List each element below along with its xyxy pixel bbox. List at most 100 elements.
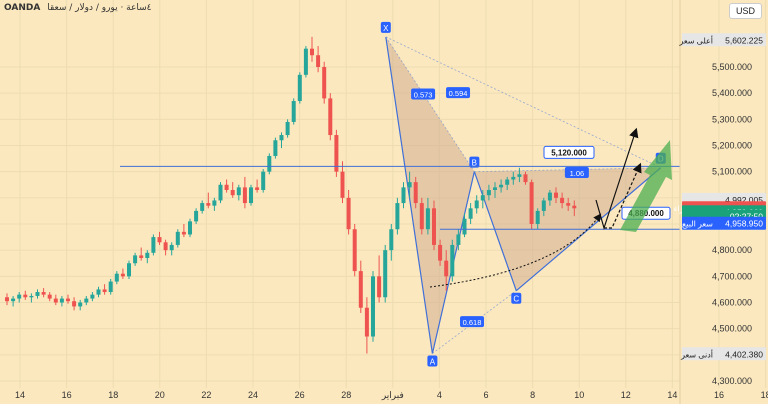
candle-body [206, 203, 211, 206]
candle-body [230, 189, 235, 196]
price-tag-value: 5,602.225 [725, 35, 763, 45]
candle-body [316, 55, 321, 67]
x-tick-label: 18 [108, 390, 118, 400]
point-label-x: X [383, 24, 389, 33]
candle-body [364, 307, 369, 337]
candle-body [255, 187, 260, 190]
y-tick-label: 4,300.000 [712, 376, 752, 386]
candle-body [66, 298, 70, 302]
candle-body [224, 184, 229, 190]
candle-body [377, 276, 382, 298]
candle-body [163, 242, 168, 251]
candle-body [432, 208, 436, 245]
y-tick-label: 5,300.000 [712, 114, 752, 124]
x-tick-label: 28 [341, 390, 351, 400]
candle-body [572, 205, 577, 209]
price-tag-title: أعلى سعر [678, 35, 713, 45]
y-tick-label: 4,600.000 [712, 298, 752, 308]
candle-body [517, 174, 522, 177]
candle-body [480, 195, 485, 201]
forecast-arrows [429, 127, 672, 288]
candle-body [120, 273, 125, 277]
candle-body [41, 292, 46, 295]
green-trend-arrow [620, 140, 672, 232]
candle-body [371, 276, 375, 337]
y-tick-label: 4,500.000 [712, 324, 752, 334]
candle-body [114, 273, 119, 282]
candle-body [547, 192, 552, 201]
x-tick-label: 8 [530, 390, 535, 400]
candle-body [303, 48, 308, 75]
x-tick-label: 24 [248, 390, 258, 400]
candle-body [383, 250, 388, 298]
x-tick-label: 18 [761, 390, 768, 400]
y-tick-label: 5,400.000 [712, 88, 752, 98]
candle-body [413, 182, 418, 204]
point-badge-x [380, 21, 391, 33]
candle-body [108, 281, 113, 293]
pattern-ratio-line [385, 36, 475, 172]
resistance-label-box [543, 145, 595, 159]
candle-body [11, 298, 16, 302]
candle-body [273, 140, 278, 156]
candle-body [505, 179, 510, 185]
currency-button[interactable]: USD [728, 3, 762, 19]
candle-body [297, 74, 302, 102]
candle-body [560, 197, 565, 204]
candle-body [200, 203, 205, 211]
candle-body [218, 184, 223, 201]
candle-body [438, 244, 443, 261]
ratio-label: 0.594 [449, 89, 468, 98]
candle-body [249, 187, 253, 204]
candles [5, 36, 577, 354]
point-badge-b [469, 156, 480, 168]
candle-body [523, 174, 528, 183]
candle-body [78, 302, 83, 307]
candle-body [29, 295, 34, 298]
candle-body [358, 271, 363, 308]
candle-body [310, 48, 314, 56]
candle-body [267, 155, 272, 172]
x-tick-label: 6 [483, 390, 488, 400]
symbol-label: OANDA [4, 3, 41, 13]
candle-body [5, 297, 9, 302]
xab-triangle [385, 36, 475, 354]
x-tick-label: 4 [437, 390, 442, 400]
candle-body [212, 200, 217, 206]
point-label-a: A [430, 358, 436, 367]
curve-arrow [429, 213, 602, 288]
candle-body [169, 244, 174, 251]
candle-body [499, 184, 504, 188]
price-tag-value: 4,402.380 [725, 349, 763, 359]
candle-body [322, 67, 327, 99]
price-tag-value: 4,992.005 [725, 195, 763, 205]
bull-arrow-dashed [604, 162, 642, 229]
candle-body [468, 208, 473, 219]
ratio-label: 0.573 [414, 90, 433, 99]
point-label-b: B [472, 159, 477, 168]
candle-body [35, 292, 40, 296]
candle-body [554, 192, 558, 198]
x-tick-label: 14 [667, 390, 677, 400]
candle-body [59, 298, 64, 303]
candle-body [145, 252, 150, 259]
candle-body [291, 101, 296, 122]
candle-body [566, 203, 571, 206]
price-tag-title: سعر البيع [682, 220, 713, 229]
candle-body [96, 289, 101, 295]
candle-body [340, 171, 345, 198]
x-tick-label: 16 [62, 390, 72, 400]
candle-body [157, 237, 162, 243]
candle-body [175, 231, 180, 245]
candle-body [474, 200, 479, 209]
y-tick-label: 4,800.000 [712, 245, 752, 255]
price-tag [682, 33, 766, 47]
candle-body [242, 187, 247, 204]
ratio-badge [411, 88, 436, 100]
axes: 4,300.0004,400.0004,500.0004,600.0004,70… [15, 0, 768, 404]
price-tag [682, 216, 766, 230]
ratio-badge [446, 87, 471, 99]
candle-body [407, 182, 412, 188]
